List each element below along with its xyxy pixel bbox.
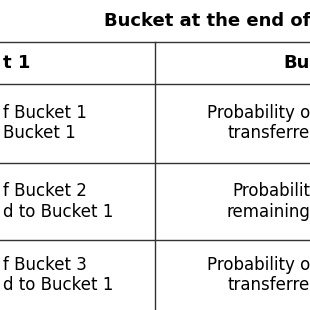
Text: t 1: t 1 bbox=[3, 54, 30, 72]
Text: Probability o: Probability o bbox=[207, 104, 310, 122]
Text: Probability o: Probability o bbox=[207, 256, 310, 274]
Text: Bucket 1: Bucket 1 bbox=[3, 124, 76, 142]
Text: transferre: transferre bbox=[228, 124, 310, 142]
Text: d to Bucket 1: d to Bucket 1 bbox=[3, 276, 113, 294]
Text: f Bucket 1: f Bucket 1 bbox=[3, 104, 87, 122]
Text: Bucket at the end of: Bucket at the end of bbox=[104, 12, 310, 30]
Text: f Bucket 2: f Bucket 2 bbox=[3, 182, 87, 201]
Text: f Bucket 3: f Bucket 3 bbox=[3, 256, 87, 274]
Text: d to Bucket 1: d to Bucket 1 bbox=[3, 202, 113, 221]
Text: Probabilit: Probabilit bbox=[232, 182, 310, 201]
Text: Bu: Bu bbox=[284, 54, 310, 72]
Text: remaining: remaining bbox=[226, 202, 310, 221]
Text: transferre: transferre bbox=[228, 276, 310, 294]
